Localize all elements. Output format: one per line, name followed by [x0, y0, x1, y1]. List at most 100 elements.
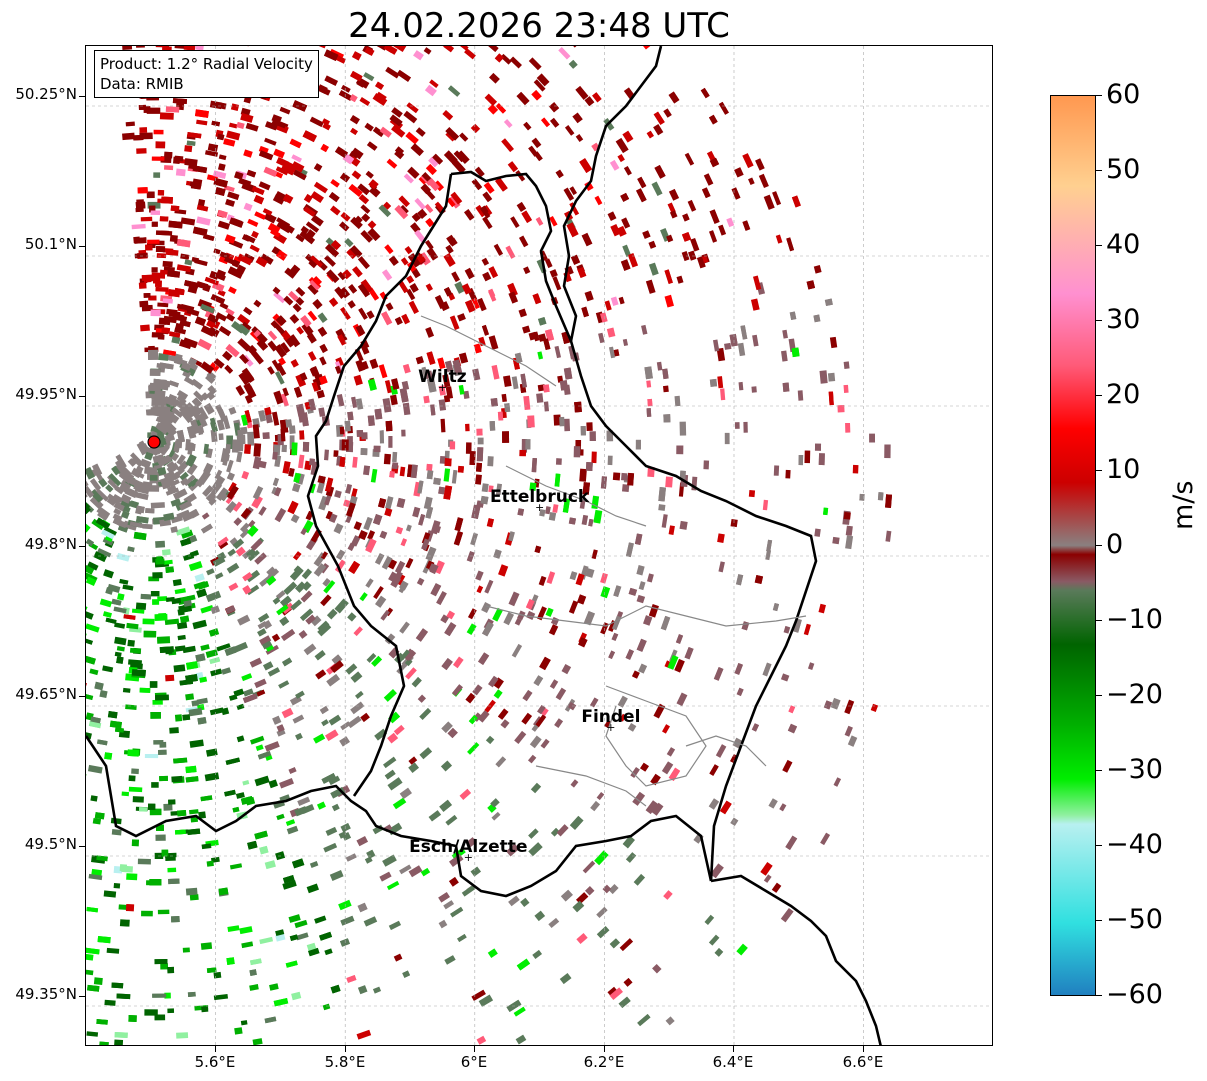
radar-echo-cell: [151, 267, 158, 273]
lat-label: 49.35°N: [15, 985, 77, 1003]
radar-echo-cell: [392, 797, 407, 810]
radar-echo-cell: [192, 619, 207, 630]
radar-echo-cell: [449, 853, 464, 867]
radar-echo-cell: [187, 357, 198, 367]
radar-echo-cell: [113, 606, 127, 614]
city-marker: +: [606, 721, 615, 734]
radar-echo-cell: [619, 938, 634, 952]
radar-echo-cell: [299, 430, 305, 440]
radar-echo-cell: [618, 296, 625, 305]
radar-echo-cell: [176, 303, 187, 310]
radar-echo-cell: [730, 817, 739, 826]
radar-echo-cell: [227, 925, 240, 932]
radar-echo-cell: [388, 571, 398, 583]
radar-echo-cell: [303, 206, 316, 217]
radar-echo-cell: [709, 378, 718, 387]
map-panel[interactable]: + Wiltz + Ettelbruck + Findel + Esch/Alzette: [85, 45, 993, 1046]
radar-echo-cell: [272, 715, 282, 725]
radar-echo-cell: [127, 639, 135, 647]
lon-tick: [604, 1046, 605, 1052]
radar-echo-cell: [324, 948, 333, 956]
radar-echo-cell: [662, 385, 669, 393]
radar-echo-cell: [760, 862, 773, 876]
radar-echo-cell: [549, 269, 558, 278]
radar-echo-cell: [161, 327, 171, 334]
radar-echo-cell: [301, 322, 314, 336]
radar-echo-cell: [679, 421, 687, 436]
radar-echo-cell: [600, 572, 608, 584]
radar-echo-cell: [377, 498, 387, 509]
radar-echo-cell: [310, 615, 322, 627]
radar-echo-cell: [734, 662, 743, 675]
radar-echo-cell: [355, 690, 364, 699]
radar-echo-cell: [570, 779, 579, 788]
radar-echo-cell: [386, 158, 398, 169]
radar-echo-cell: [330, 179, 340, 188]
radar-echo-cell: [453, 531, 464, 546]
radar-echo-cell: [86, 564, 95, 575]
radar-echo-cell: [293, 565, 303, 575]
radar-echo-cell: [159, 112, 174, 120]
radar-echo-cell: [164, 618, 180, 625]
radar-echo-cell: [281, 707, 294, 719]
radar-echo-cell: [738, 381, 744, 391]
radar-echo-cell: [155, 540, 166, 548]
radar-echo-cell: [104, 534, 114, 543]
radar-echo-cell: [107, 583, 121, 594]
radar-echo-cell: [325, 243, 340, 258]
radar-echo-cell: [282, 460, 291, 474]
radar-echo-cell: [736, 943, 748, 956]
radar-echo-cell: [439, 301, 450, 312]
radar-echo-cell: [675, 634, 684, 644]
radar-echo-cell: [165, 596, 175, 602]
radar-echo-cell: [369, 358, 379, 370]
radar-echo-cell: [368, 287, 380, 301]
radar-echo-cell: [503, 612, 515, 626]
radar-echo-cell: [244, 234, 256, 244]
radar-echo-cell: [174, 588, 186, 595]
radar-echo-cell: [579, 468, 587, 482]
radar-echo-cell: [300, 315, 312, 328]
radar-echo-cell: [581, 306, 589, 318]
radar-echo-cell: [411, 212, 421, 222]
radar-echo-cell: [291, 991, 302, 1001]
radar-echo-cell: [267, 330, 278, 341]
radar-echo-cell: [452, 359, 463, 374]
radar-echo-cell: [653, 124, 664, 136]
radar-echo-cell: [440, 418, 446, 433]
radar-echo-cell: [515, 1034, 527, 1045]
radar-echo-cell: [596, 926, 610, 939]
radar-echo-cell: [391, 107, 403, 118]
radar-echo-cell: [116, 656, 124, 664]
lat-tick: [79, 396, 85, 397]
radar-echo-cell: [283, 581, 298, 595]
radar-echo-cell: [414, 197, 426, 210]
radar-echo-cell: [101, 529, 115, 540]
radar-site-marker[interactable]: [147, 435, 161, 449]
radar-echo-cell: [402, 402, 411, 416]
radar-map[interactable]: +Wiltz+Ettelbruck+Findel+Esch/Alzette: [86, 46, 993, 1046]
radar-echo-cell: [206, 391, 216, 401]
radar-echo-cell: [486, 518, 494, 528]
radar-echo-cell: [158, 353, 169, 361]
radar-echo-cell: [400, 538, 407, 547]
lat-label: 49.5°N: [24, 835, 77, 853]
radar-echo-cell: [429, 79, 439, 89]
radar-echo-cell: [782, 329, 788, 339]
radar-echo-cell: [407, 166, 420, 179]
radar-echo-cell: [440, 760, 453, 772]
radar-echo-cell: [334, 598, 349, 614]
radar-echo-cell: [221, 667, 232, 675]
lat-tick: [79, 996, 85, 997]
radar-echo-cell: [223, 256, 237, 266]
radar-echo-cell: [552, 504, 559, 513]
radar-echo-cell: [191, 700, 199, 707]
radar-echo-cell: [309, 366, 318, 377]
radar-echo-cell: [275, 166, 289, 176]
radar-echo-cell: [387, 732, 399, 744]
radar-echo-cell: [264, 860, 276, 870]
radar-echo-cell: [276, 724, 285, 733]
radar-echo-cell: [458, 352, 469, 364]
radar-echo-cell: [225, 313, 235, 322]
radar-echo-cell: [527, 754, 537, 764]
